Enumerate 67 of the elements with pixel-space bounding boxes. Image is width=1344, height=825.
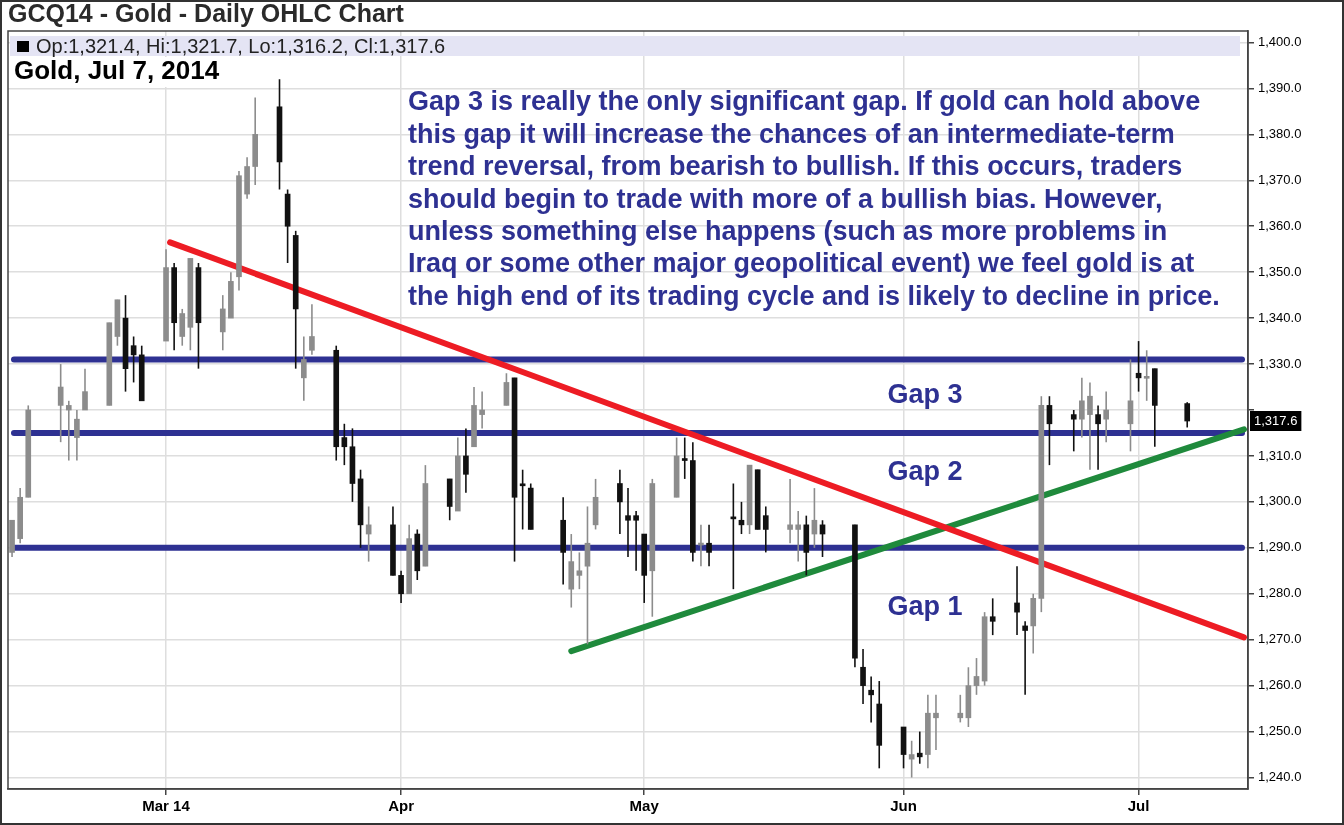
candlestick (989, 597, 996, 636)
candlestick (463, 427, 469, 494)
candlestick (1022, 620, 1028, 696)
y-tick-label: 1,350.0 (1258, 263, 1302, 279)
candlestick (519, 468, 526, 531)
candlestick (584, 505, 591, 646)
x-tick-label: Jun (890, 797, 917, 815)
candlestick (860, 648, 866, 705)
y-tick-label: 1,390.0 (1258, 80, 1302, 95)
annotation: Gap 2 (887, 455, 963, 486)
candlestick (1070, 409, 1077, 453)
y-tick-label: 1,250.0 (1258, 723, 1302, 739)
candlestick (625, 487, 631, 558)
candlestick (576, 551, 583, 590)
y-tick-label: 1,400.0 (1258, 34, 1302, 50)
candlestick (916, 730, 923, 765)
candlestick (300, 335, 307, 402)
y-tick-label: 1,380.0 (1258, 125, 1302, 141)
candlestick (1087, 381, 1093, 471)
candlestick (179, 308, 186, 347)
y-tick-label: 1,260.0 (1258, 677, 1302, 693)
candlestick (617, 468, 623, 535)
candlestick (762, 505, 769, 554)
candlestick (681, 436, 688, 480)
annotation: Gap 3 (887, 379, 963, 410)
y-tick-label: 1,270.0 (1258, 631, 1302, 647)
y-tick-label: 1,300.0 (1258, 493, 1302, 509)
candlestick (503, 372, 510, 407)
candlestick (82, 367, 88, 411)
candlestick (219, 294, 226, 352)
candlestick (1184, 401, 1191, 429)
y-tick-label: 1,340.0 (1258, 309, 1302, 325)
candlestick (795, 510, 802, 563)
candlestick (479, 390, 485, 430)
candlestick (1103, 390, 1109, 443)
x-tick-label: May (629, 797, 660, 815)
y-tick-label: 1,360.0 (1258, 217, 1302, 233)
candlestick (1143, 349, 1150, 402)
candlestick (74, 409, 80, 462)
candlestick (57, 363, 64, 443)
y-tick-label: 1,280.0 (1258, 585, 1302, 601)
candlestick (868, 675, 874, 724)
x-tick-label: Jul (1127, 797, 1150, 815)
candlestick (398, 569, 404, 604)
chart-title: GCQ14 - Gold - Daily OHLC Chart (8, 0, 405, 27)
candlestick (633, 510, 639, 572)
candlestick (1127, 358, 1134, 453)
candlestick (787, 478, 793, 545)
candlestick (1079, 377, 1085, 439)
y-tick-label: 1,330.0 (1258, 355, 1302, 371)
annotation: Gap 1 (887, 590, 963, 621)
candlestick (1095, 404, 1101, 471)
y-tick-label: 1,240.0 (1258, 769, 1302, 785)
y-tick-label: 1,290.0 (1258, 539, 1302, 555)
candlestick (933, 694, 939, 751)
candlestick (706, 524, 712, 567)
y-tick-label: 1,370.0 (1258, 171, 1302, 187)
x-tick-label: Mar 14 (142, 797, 191, 815)
text: 1,317.6 (1254, 412, 1298, 428)
candlestick (65, 400, 72, 462)
candlestick (957, 694, 964, 724)
candlestick (1014, 565, 1020, 636)
annotation: Gap 3 is really the only significant gap. If gold can hold above this gap it will increase the chances of an intermediate-term trend reversal, from bearish to bullish. If this occurs, traders should begin to trade with more of a bullish bias. However, unless something else happens (such as more problems in Iraq or some other major geopolitical event) we feel gold is at the high end of its trading cycle and is likely to decline in price. (408, 86, 1220, 311)
x-tick-label: Apr (388, 797, 415, 815)
y-tick-label: 1,310.0 (1258, 447, 1302, 463)
candlestick (309, 303, 315, 356)
chart-subtitle: Op:1,321.4, Hi:1,321.7, Lo:1,316.2, Cl:1,317.6 (36, 34, 446, 58)
